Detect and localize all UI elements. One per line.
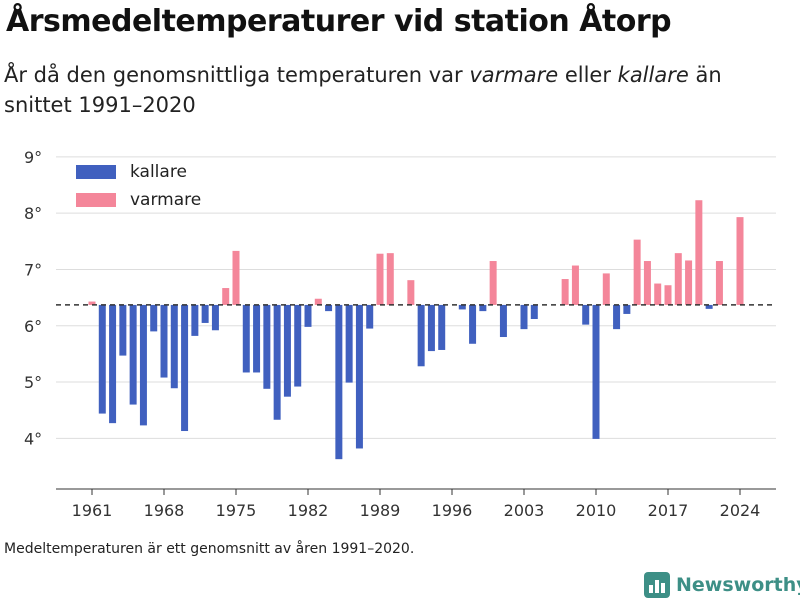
chart-legend: kallare varmare (76, 158, 201, 214)
legend-swatch-kallare (76, 165, 116, 179)
legend-label-kallare: kallare (130, 162, 187, 182)
bar-2004 (530, 304, 538, 320)
bar-1969 (170, 304, 178, 389)
bars (88, 200, 744, 460)
bar-1981 (294, 304, 302, 387)
y-tick-label: 8° (24, 204, 42, 223)
bar-2007 (561, 279, 569, 305)
x-tick-label: 1975 (216, 501, 257, 520)
bar-1971 (191, 304, 199, 336)
bar-1992 (407, 280, 415, 305)
bar-2022 (715, 261, 723, 305)
bar-1983 (314, 298, 322, 305)
bar-2018 (674, 253, 682, 305)
footnote: Medeltemperaturen är ett genomsnitt av å… (4, 541, 415, 557)
bar-1994 (427, 304, 435, 352)
bar-1988 (366, 304, 374, 329)
x-tick-label: 2010 (576, 501, 617, 520)
x-tick-label: 2024 (720, 501, 761, 520)
bar-1990 (386, 253, 394, 305)
bar-2021 (705, 304, 713, 309)
bar-1979 (273, 304, 281, 420)
subtitle-text-3: än snittet 1991–2020 (4, 63, 722, 117)
bar-1964 (119, 304, 127, 356)
bar-2020 (695, 200, 703, 305)
bar-1974 (222, 288, 230, 305)
bar-2012 (613, 304, 621, 330)
bar-1999 (479, 304, 487, 312)
bar-1967 (150, 304, 158, 332)
page-title: Årsmedeltemperaturer vid station Åtorp (6, 4, 672, 39)
x-tick-labels: 1961 1968 1975 1982 1989 1996 2003 2010 2017 2024 (72, 489, 761, 520)
y-tick-label: 6° (24, 317, 42, 336)
x-tick-label: 1961 (72, 501, 113, 520)
bar-2016 (654, 283, 662, 305)
bar-1989 (376, 253, 384, 305)
y-tick-label: 5° (24, 373, 42, 392)
bar-1977 (253, 304, 261, 373)
bar-1976 (242, 304, 250, 373)
page-subtitle: År då den genomsnittliga temperaturen va… (4, 60, 784, 120)
bar-1972 (201, 304, 209, 323)
x-tick-label: 1996 (432, 501, 473, 520)
legend-label-varmare: varmare (130, 190, 202, 210)
subtitle-em-colder: kallare (617, 63, 689, 87)
bar-1997 (458, 304, 466, 310)
x-tick-label: 2017 (648, 501, 689, 520)
brand-name: Newsworthy (676, 574, 800, 596)
y-tick-label: 9° (24, 148, 42, 167)
bar-2009 (582, 304, 590, 325)
subtitle-em-warmer: varmare (469, 63, 559, 87)
bar-2000 (489, 261, 497, 305)
bar-2010 (592, 304, 600, 439)
bar-2017 (664, 285, 672, 305)
bar-1962 (98, 304, 106, 414)
bar-1987 (355, 304, 363, 449)
x-tick-label: 1968 (144, 501, 185, 520)
bar-2011 (602, 273, 610, 305)
bar-1993 (417, 304, 425, 367)
bar-1966 (139, 304, 147, 426)
bar-1965 (129, 304, 137, 405)
subtitle-text-2: eller (558, 63, 618, 87)
bar-2024 (736, 217, 744, 305)
bar-2003 (520, 304, 528, 330)
bar-1975 (232, 250, 240, 305)
bar-1978 (263, 304, 271, 389)
bar-1961 (88, 301, 96, 305)
bar-2001 (499, 304, 507, 338)
legend-item-varmare: varmare (76, 186, 201, 214)
bar-1984 (325, 304, 333, 312)
bar-1995 (438, 304, 446, 350)
bar-2014 (633, 239, 641, 305)
bar-1973 (211, 304, 219, 331)
legend-swatch-varmare (76, 193, 116, 207)
bar-chart-logo-icon (644, 572, 670, 598)
bar-1985 (335, 304, 343, 460)
bar-1963 (109, 304, 117, 424)
brand[interactable]: Newsworthy (644, 570, 800, 600)
bar-2019 (685, 260, 693, 305)
x-tick-label: 1982 (288, 501, 329, 520)
y-tick-labels: 4° 5° 6° 7° 8° 9° (24, 148, 42, 448)
x-tick-label: 2003 (504, 501, 545, 520)
bar-1998 (469, 304, 477, 344)
subtitle-text-1: År då den genomsnittliga temperaturen va… (4, 63, 470, 87)
bar-1980 (283, 304, 291, 397)
y-tick-label: 4° (24, 429, 42, 448)
x-tick-label: 1989 (360, 501, 401, 520)
y-tick-label: 7° (24, 260, 42, 279)
bar-1968 (160, 304, 168, 378)
bar-2013 (623, 304, 631, 314)
bar-1982 (304, 304, 312, 327)
bar-2015 (643, 261, 651, 305)
bar-1986 (345, 304, 353, 383)
bar-1970 (181, 304, 189, 432)
bar-2008 (571, 265, 579, 305)
legend-item-kallare: kallare (76, 158, 201, 186)
